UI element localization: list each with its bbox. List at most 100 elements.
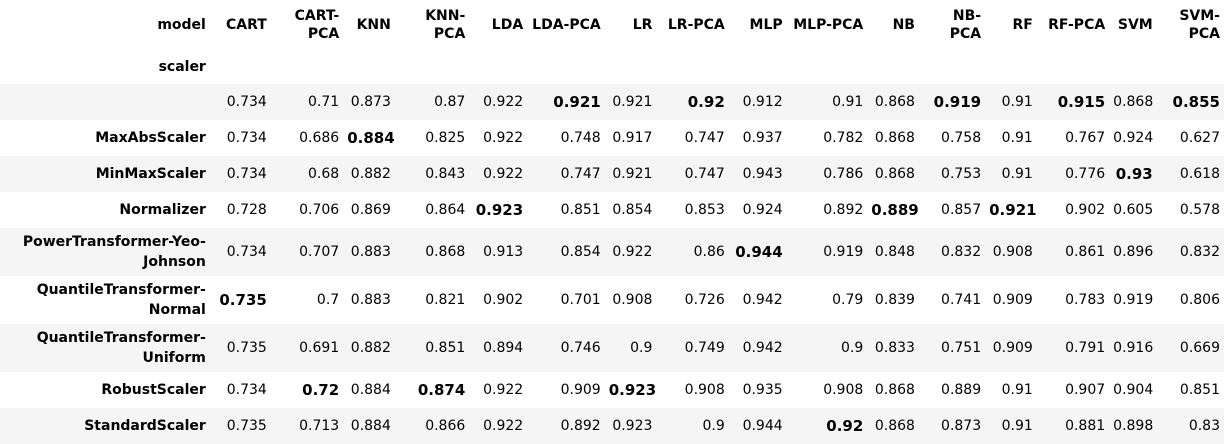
score-cell: 0.851 xyxy=(1179,382,1220,398)
score-cell: 0.751 xyxy=(941,340,982,356)
empty-header-cell xyxy=(469,50,527,84)
score-cell: 0.916 xyxy=(1113,340,1154,356)
best-score-cell: 0.93 xyxy=(1115,165,1153,183)
score-cell: 0.782 xyxy=(823,130,864,146)
score-cell: 0.734 xyxy=(226,94,267,110)
column-header: LR-PCA xyxy=(667,17,725,33)
score-cell: 0.707 xyxy=(299,244,340,260)
score-cell: 0.882 xyxy=(350,340,391,356)
score-cell: 0.924 xyxy=(742,202,783,218)
empty-header-cell xyxy=(343,50,395,84)
score-cell: 0.898 xyxy=(1113,418,1154,434)
column-header: RF xyxy=(1012,17,1033,33)
table-row: QuantileTransformer-Uniform 0.735 0.691 0.8… xyxy=(0,324,1224,372)
score-cell: 0.618 xyxy=(1179,166,1220,182)
score-cell: 0.734 xyxy=(226,382,267,398)
row-label: MaxAbsScaler xyxy=(95,130,206,146)
best-score-cell: 0.855 xyxy=(1172,93,1220,111)
score-cell: 0.91 xyxy=(832,94,864,110)
score-cell: 0.894 xyxy=(483,340,524,356)
score-cell: 0.734 xyxy=(226,166,267,182)
table-row: QuantileTransformer-Normal 0.735 0.7 0.883 0… xyxy=(0,276,1224,324)
score-cell: 0.922 xyxy=(483,382,524,398)
empty-header-cell xyxy=(527,50,605,84)
row-label xyxy=(0,84,210,120)
best-score-cell: 0.72 xyxy=(302,381,340,399)
row-label: MinMaxScaler xyxy=(95,166,206,182)
score-cell: 0.917 xyxy=(612,130,653,146)
score-cell: 0.753 xyxy=(941,166,982,182)
table-row: StandardScaler 0.735 0.713 0.884 0.866 0.922 0… xyxy=(0,408,1224,444)
score-cell: 0.869 xyxy=(350,202,391,218)
score-cell: 0.734 xyxy=(226,130,267,146)
score-cell: 0.921 xyxy=(612,166,653,182)
best-score-cell: 0.921 xyxy=(989,201,1037,219)
row-label: PowerTransformer-Yeo-Johnson xyxy=(22,234,206,270)
score-cell: 0.848 xyxy=(874,244,915,260)
score-cell: 0.686 xyxy=(299,130,340,146)
score-cell: 0.904 xyxy=(1113,382,1154,398)
score-cell: 0.87 xyxy=(434,94,466,110)
score-cell: 0.627 xyxy=(1179,130,1220,146)
score-cell: 0.892 xyxy=(560,418,601,434)
empty-header-cell xyxy=(1037,50,1109,84)
best-score-cell: 0.923 xyxy=(608,381,657,399)
score-cell: 0.889 xyxy=(941,382,982,398)
table-row: MinMaxScaler 0.734 0.68 0.882 0.843 0.922 0.74… xyxy=(0,156,1224,192)
row-label: RobustScaler xyxy=(101,382,206,398)
score-cell: 0.944 xyxy=(742,418,783,434)
score-cell: 0.919 xyxy=(823,244,864,260)
column-header: MLP-PCA xyxy=(793,17,864,33)
score-cell: 0.691 xyxy=(299,340,340,356)
score-cell: 0.881 xyxy=(1065,418,1106,434)
score-cell: 0.748 xyxy=(560,130,601,146)
score-cell: 0.747 xyxy=(684,130,725,146)
score-cell: 0.892 xyxy=(823,202,864,218)
table-row: PowerTransformer-Yeo-Johnson 0.734 0.707 0.… xyxy=(0,228,1224,276)
score-cell: 0.902 xyxy=(483,292,524,308)
score-cell: 0.791 xyxy=(1065,340,1106,356)
best-score-cell: 0.944 xyxy=(735,243,783,261)
column-header: SVM xyxy=(1117,17,1153,33)
best-score-cell: 0.92 xyxy=(687,93,725,111)
empty-header-cell xyxy=(605,50,657,84)
score-cell: 0.873 xyxy=(941,418,982,434)
score-cell: 0.922 xyxy=(612,244,653,260)
column-header: RF-PCA xyxy=(1048,17,1106,33)
score-cell: 0.909 xyxy=(560,382,601,398)
score-cell: 0.919 xyxy=(1113,292,1154,308)
table-row: RobustScaler 0.734 0.72 0.884 0.874 0.922 0.90… xyxy=(0,372,1224,408)
score-cell: 0.669 xyxy=(1179,340,1220,356)
table-body: 0.734 0.71 0.873 0.87 0.922 0.921 0.921 0.92 0.9… xyxy=(0,84,1224,444)
empty-header-cell xyxy=(787,50,868,84)
score-cell: 0.578 xyxy=(1179,202,1220,218)
score-cell: 0.825 xyxy=(425,130,466,146)
index-name-model: model xyxy=(157,17,206,33)
score-cell: 0.853 xyxy=(684,202,725,218)
score-cell: 0.786 xyxy=(823,166,864,182)
score-cell: 0.728 xyxy=(226,202,267,218)
score-cell: 0.741 xyxy=(941,292,982,308)
score-cell: 0.734 xyxy=(226,244,267,260)
score-cell: 0.91 xyxy=(1001,166,1033,182)
score-cell: 0.9 xyxy=(841,340,864,356)
score-cell: 0.924 xyxy=(1113,130,1154,146)
best-score-cell: 0.919 xyxy=(933,93,982,111)
score-cell: 0.942 xyxy=(742,292,783,308)
score-cell: 0.91 xyxy=(1001,418,1033,434)
best-score-cell: 0.923 xyxy=(475,201,524,219)
score-cell: 0.935 xyxy=(742,382,783,398)
score-cell: 0.854 xyxy=(560,244,601,260)
score-cell: 0.735 xyxy=(226,340,267,356)
table-row: 0.734 0.71 0.873 0.87 0.922 0.921 0.921 0.92 0.9… xyxy=(0,84,1224,120)
row-label: StandardScaler xyxy=(84,418,206,434)
table-row: Normalizer 0.728 0.706 0.869 0.864 0.923 0.851… xyxy=(0,192,1224,228)
score-cell: 0.839 xyxy=(874,292,915,308)
score-cell: 0.902 xyxy=(1065,202,1106,218)
score-cell: 0.726 xyxy=(684,292,725,308)
score-cell: 0.921 xyxy=(612,94,653,110)
score-cell: 0.706 xyxy=(299,202,340,218)
score-cell: 0.854 xyxy=(612,202,653,218)
